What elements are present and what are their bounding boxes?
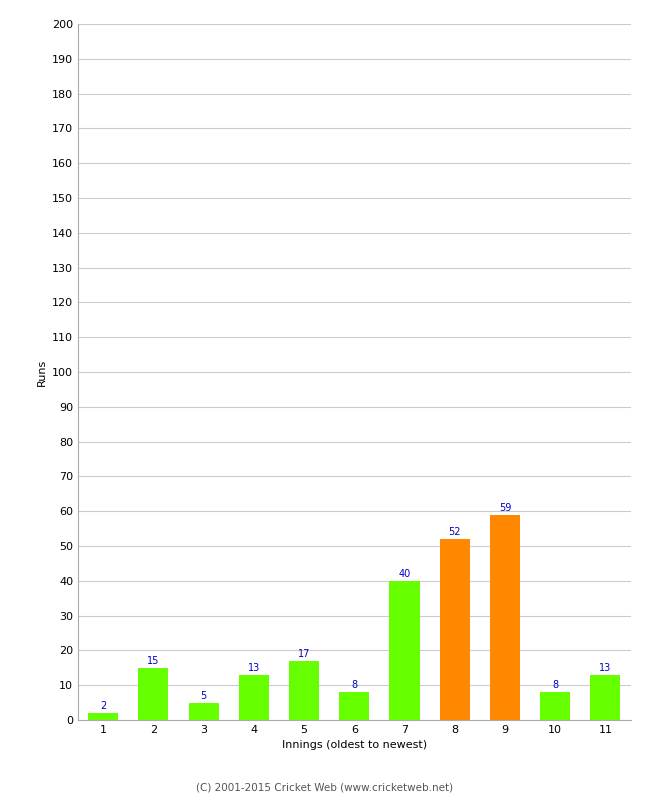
Bar (439, 539, 470, 720)
Bar (239, 674, 269, 720)
Text: 13: 13 (248, 663, 260, 673)
Bar (490, 514, 520, 720)
Text: 13: 13 (599, 663, 612, 673)
Text: 40: 40 (398, 569, 411, 579)
Text: 2: 2 (100, 702, 106, 711)
Y-axis label: Runs: Runs (36, 358, 46, 386)
Text: 17: 17 (298, 649, 310, 659)
Bar (138, 668, 168, 720)
Bar (389, 581, 419, 720)
Text: 15: 15 (147, 656, 159, 666)
Text: (C) 2001-2015 Cricket Web (www.cricketweb.net): (C) 2001-2015 Cricket Web (www.cricketwe… (196, 782, 454, 792)
Bar (188, 702, 218, 720)
Bar (540, 692, 570, 720)
Bar (590, 674, 621, 720)
Bar (88, 713, 118, 720)
Text: 59: 59 (499, 503, 511, 513)
X-axis label: Innings (oldest to newest): Innings (oldest to newest) (281, 741, 427, 750)
Text: 8: 8 (351, 681, 358, 690)
Bar (339, 692, 369, 720)
Text: 5: 5 (200, 691, 207, 701)
Text: 8: 8 (552, 681, 558, 690)
Text: 52: 52 (448, 527, 461, 538)
Bar (289, 661, 319, 720)
